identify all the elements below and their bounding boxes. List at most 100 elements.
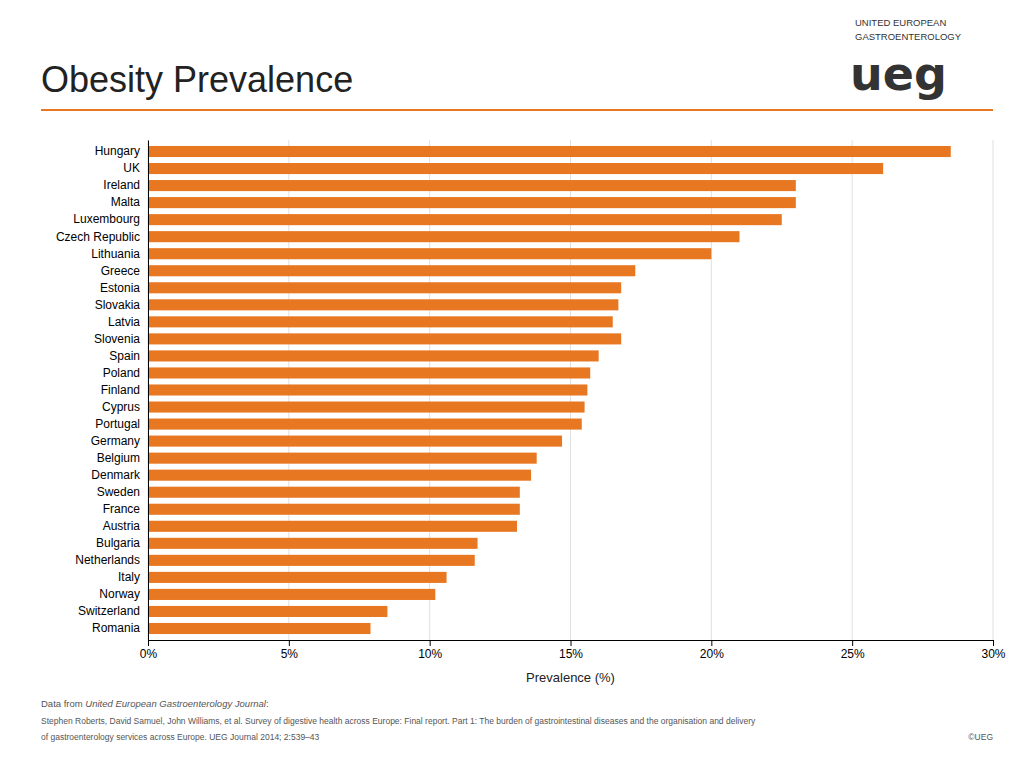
bar [148, 470, 531, 481]
bar [148, 367, 590, 378]
x-tick-mark [852, 640, 853, 646]
x-tick-mark [289, 640, 290, 646]
grid [148, 140, 993, 640]
x-axis-line [149, 641, 994, 647]
grid-line [993, 140, 994, 640]
y-tick: Cyprus [102, 400, 148, 414]
x-axis-label: Prevalence (%) [526, 670, 615, 685]
x-tick: 25% [841, 640, 865, 661]
x-tick-label: 25% [841, 647, 865, 661]
y-tick: Slovenia [94, 332, 148, 346]
y-tick: UK [123, 161, 148, 175]
y-tick-label: Ireland [103, 178, 140, 192]
y-tick: Latvia [108, 315, 148, 329]
y-tick-label: Denmark [91, 468, 141, 482]
x-tick: 30% [981, 640, 1005, 661]
bar [148, 419, 582, 430]
bar [148, 197, 796, 208]
y-tick-label: Bulgaria [96, 536, 140, 550]
y-tick-label: Lithuania [91, 247, 140, 261]
y-tick: Lithuania [91, 247, 148, 261]
bar [148, 231, 740, 242]
bar [148, 333, 621, 344]
y-axis-line [148, 141, 149, 641]
x-axis: 0%5%10%15%20%25%30% [140, 640, 1006, 661]
y-tick-label: Finland [101, 383, 140, 397]
y-tick-label: Romania [92, 621, 140, 635]
bar [148, 555, 475, 566]
y-tick: Bulgaria [96, 536, 148, 550]
x-tick-label: 20% [700, 647, 724, 661]
bar [148, 163, 883, 174]
copyright: ©UEG [968, 732, 993, 742]
y-tick-label: Austria [103, 519, 141, 533]
x-tick-label: 10% [418, 647, 442, 661]
plot: 0%5%10%15%20%25%30%HungaryUKIrelandMalta… [56, 140, 1006, 661]
grid-line [148, 140, 149, 640]
y-tick-label: UK [123, 161, 140, 175]
y-tick: Netherlands [75, 553, 148, 567]
y-tick: Denmark [91, 468, 148, 482]
bar [148, 248, 711, 259]
bar [148, 384, 587, 395]
bar [148, 538, 478, 549]
bars [148, 146, 951, 634]
x-tick: 15% [559, 640, 583, 661]
bar [148, 453, 537, 464]
x-tick: 20% [700, 640, 724, 661]
y-tick-label: Belgium [97, 451, 140, 465]
x-tick-mark [993, 640, 994, 646]
y-tick-label: Hungary [95, 144, 140, 158]
logo-small-text: UNITED EUROPEAN [855, 17, 946, 28]
bar [148, 572, 447, 583]
footnote: Data from United European Gastroenterolo… [41, 698, 269, 709]
bar [148, 487, 520, 498]
y-tick: Switzerland [78, 604, 148, 618]
y-tick: Luxembourg [73, 212, 148, 226]
bar [148, 401, 585, 412]
footnote-part: : [266, 698, 269, 709]
y-tick-label: Italy [118, 570, 140, 584]
y-axis: HungaryUKIrelandMaltaLuxembourgCzech Rep… [56, 141, 149, 641]
footnote-part: Data from [41, 698, 85, 709]
logo-text: ueg [850, 47, 947, 101]
y-tick-label: Netherlands [75, 553, 140, 567]
y-tick-label: Poland [103, 366, 140, 380]
footnote: Stephen Roberts, David Samuel, John Will… [41, 716, 756, 726]
x-tick: 5% [281, 640, 299, 661]
x-tick-label: 15% [559, 647, 583, 661]
bar [148, 623, 371, 634]
y-tick: Ireland [103, 178, 148, 192]
bar [148, 265, 635, 276]
y-tick-label: Slovenia [94, 332, 140, 346]
x-tick-mark [430, 640, 431, 646]
y-tick-label: Portugal [95, 417, 140, 431]
bar [148, 146, 951, 157]
bar [148, 299, 618, 310]
y-tick-label: Greece [101, 264, 141, 278]
y-tick: Hungary [95, 144, 148, 158]
y-tick-label: Cyprus [102, 400, 140, 414]
y-tick-label: Switzerland [78, 604, 140, 618]
bar [148, 316, 613, 327]
x-tick: 10% [418, 640, 442, 661]
y-tick: Norway [99, 587, 148, 601]
bar [148, 521, 517, 532]
bar [148, 180, 796, 191]
y-tick-label: Malta [111, 195, 141, 209]
y-tick-label: Spain [109, 349, 140, 363]
grid-line [852, 140, 853, 640]
title: Obesity Prevalence [41, 59, 353, 100]
y-tick: Austria [103, 519, 148, 533]
y-tick: Finland [101, 383, 148, 397]
logo-small-text: GASTROENTEROLOGY [855, 31, 962, 42]
y-tick: Spain [109, 349, 148, 363]
x-tick-mark [148, 640, 149, 646]
y-tick-label: Norway [99, 587, 140, 601]
y-tick: Sweden [97, 485, 148, 499]
y-tick: Greece [101, 264, 148, 278]
y-tick: Malta [111, 195, 148, 209]
bar [148, 350, 599, 361]
y-tick: Romania [92, 621, 148, 635]
bar [148, 589, 435, 600]
